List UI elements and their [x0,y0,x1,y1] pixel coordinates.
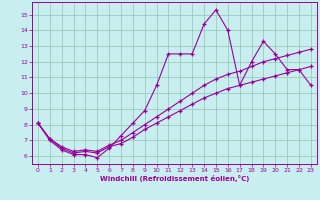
X-axis label: Windchill (Refroidissement éolien,°C): Windchill (Refroidissement éolien,°C) [100,175,249,182]
